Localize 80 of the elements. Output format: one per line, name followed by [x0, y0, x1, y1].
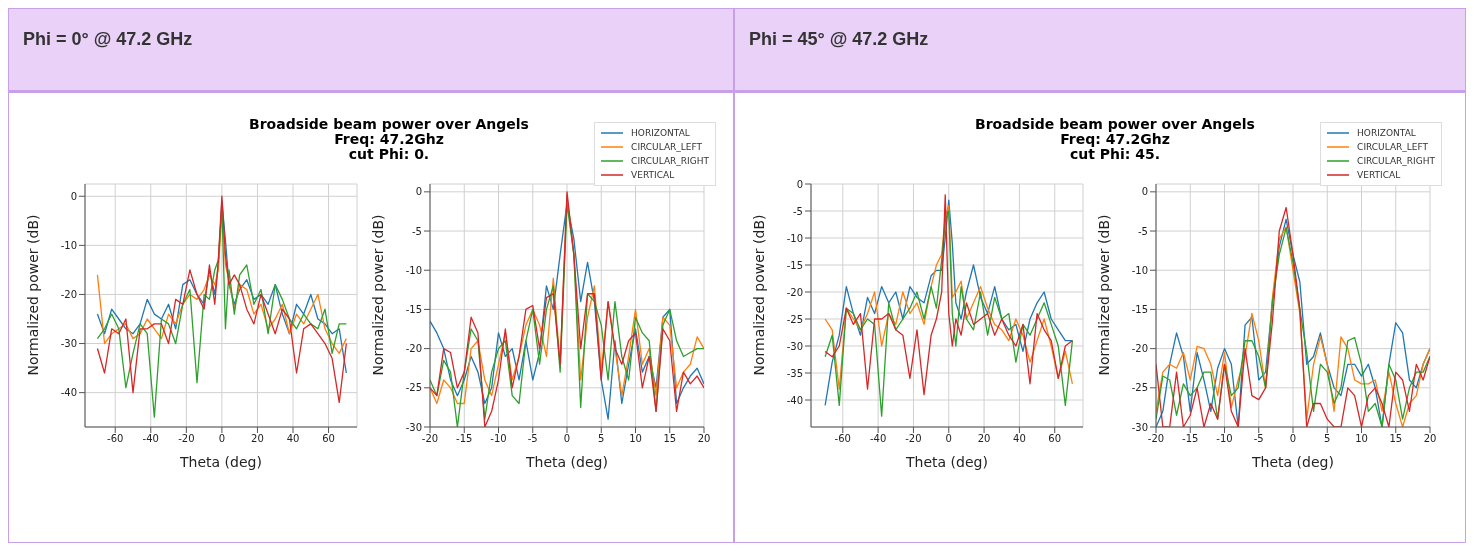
- y-tick-label: -25: [1131, 382, 1148, 394]
- x-tick-label: 60: [322, 433, 335, 445]
- legend-label: CIRCULAR_LEFT: [631, 141, 703, 154]
- x-axis-title: Theta (deg): [1251, 454, 1334, 470]
- text: Broadside beam power over Angels Freq: 47.2Ghz cut Phi: 0.: [248, 116, 530, 162]
- y-axis-title: Normalized power (dB): [1095, 214, 1112, 376]
- y-tick-label: -30: [405, 421, 422, 433]
- y-tick-label: -30: [1131, 421, 1148, 433]
- x-tick-label: 15: [663, 433, 677, 445]
- x-tick-label: -40: [142, 433, 159, 445]
- y-tick-label: -5: [1138, 225, 1148, 237]
- y-tick-label: 0: [70, 190, 77, 202]
- x-tick-label: 60: [1048, 433, 1062, 445]
- x-tick-label: 40: [1013, 433, 1026, 445]
- y-tick-label: -10: [60, 239, 77, 251]
- y-tick-label: -10: [405, 264, 422, 276]
- x-tick-label: 20: [697, 433, 711, 445]
- y-tick-label: -35: [786, 367, 803, 379]
- x-tick-label: 5: [1324, 433, 1331, 445]
- x-tick-label: -20: [905, 433, 922, 445]
- x-axis-title: Theta (deg): [179, 454, 262, 470]
- x-tick-label: 20: [977, 433, 991, 445]
- x-tick-label: -20: [178, 433, 195, 445]
- y-tick-label: -15: [786, 259, 803, 271]
- x-tick-label: 15: [1389, 433, 1403, 445]
- legend-label: CIRCULAR_LEFT: [1357, 141, 1429, 154]
- x-tick-label: 0: [945, 433, 952, 445]
- y-tick-label: 0: [1141, 186, 1148, 198]
- y-tick-label: 0: [796, 178, 803, 190]
- legend-label: VERTICAL: [631, 169, 675, 182]
- y-tick-label: -25: [786, 313, 803, 325]
- y-tick-label: -5: [793, 205, 803, 217]
- x-tick-label: -60: [107, 433, 124, 445]
- x-tick-label: 10: [1355, 433, 1368, 445]
- x-tick-label: 20: [251, 433, 264, 445]
- x-tick-label: 10: [629, 433, 642, 445]
- x-tick-label: -15: [456, 433, 473, 445]
- legend-label: VERTICAL: [1357, 169, 1401, 182]
- x-tick-label: -60: [834, 433, 851, 445]
- x-tick-label: -20: [421, 433, 439, 445]
- x-tick-label: -20: [1147, 433, 1165, 445]
- x-tick-label: 0: [1289, 433, 1297, 445]
- y-tick-label: -25: [405, 382, 422, 394]
- text: Phi = 45° @ 47.2 GHz: [749, 29, 930, 50]
- legend-label: CIRCULAR_RIGHT: [1357, 155, 1435, 168]
- y-tick-label: -15: [1131, 303, 1148, 315]
- y-tick-label: -20: [786, 286, 803, 298]
- x-tick-label: 0: [218, 433, 226, 445]
- x-tick-label: 40: [286, 433, 300, 445]
- y-tick-label: -10: [786, 232, 803, 244]
- text: Phi = 0° @ 47.2 GHz: [23, 29, 194, 50]
- y-tick-label: -20: [405, 343, 422, 355]
- y-tick-label: -15: [405, 303, 422, 315]
- x-tick-label: -10: [490, 433, 507, 445]
- x-tick-label: 0: [563, 433, 571, 445]
- x-tick-label: -5: [527, 433, 538, 445]
- y-axis-title: Normalized power (dB): [24, 214, 41, 376]
- y-tick-label: -40: [786, 394, 803, 406]
- y-axis-title: Normalized power (dB): [750, 214, 767, 376]
- y-tick-label: -5: [412, 225, 422, 237]
- legend-label: HORIZONTAL: [631, 127, 690, 140]
- legend-label: CIRCULAR_RIGHT: [631, 155, 709, 168]
- legend-label: HORIZONTAL: [1357, 127, 1416, 140]
- y-tick-label: -10: [1131, 264, 1148, 276]
- y-tick-label: 0: [415, 186, 422, 198]
- x-axis-title: Theta (deg): [525, 454, 608, 470]
- y-tick-label: -30: [60, 338, 77, 350]
- y-tick-label: -20: [1131, 343, 1148, 355]
- y-tick-label: -40: [60, 387, 77, 399]
- x-tick-label: 20: [1423, 433, 1437, 445]
- x-axis-title: Theta (deg): [905, 454, 988, 470]
- x-tick-label: -5: [1253, 433, 1264, 445]
- y-tick-label: -30: [786, 340, 803, 352]
- x-tick-label: 5: [598, 433, 605, 445]
- text: Broadside beam power over Angels Freq: 47.2Ghz cut Phi: 45.: [974, 116, 1256, 162]
- x-tick-label: -15: [1182, 433, 1199, 445]
- y-tick-label: -20: [60, 289, 77, 300]
- x-tick-label: -40: [869, 433, 887, 445]
- x-tick-label: -10: [1216, 433, 1233, 445]
- y-axis-title: Normalized power (dB): [369, 214, 386, 376]
